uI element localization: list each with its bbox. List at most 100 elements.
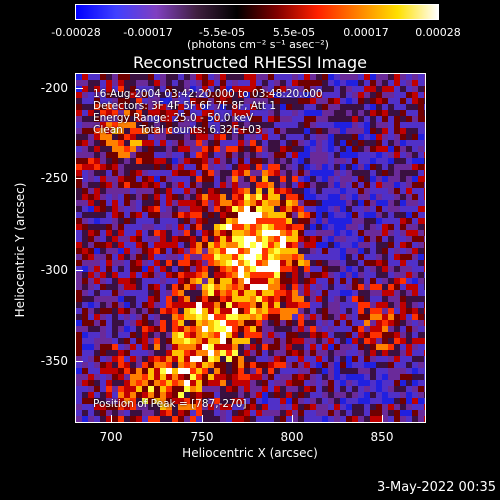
heatmap-cell: [310, 368, 316, 374]
heatmap-cell: [112, 356, 118, 362]
heatmap-cell: [298, 242, 304, 248]
heatmap-cell: [412, 152, 418, 158]
heatmap-cell: [190, 266, 196, 272]
heatmap-cell: [142, 338, 148, 344]
heatmap-cell: [376, 254, 382, 260]
heatmap-cell: [328, 290, 334, 296]
heatmap-cell: [364, 350, 370, 356]
heatmap-cell: [220, 410, 226, 416]
heatmap-cell: [196, 206, 202, 212]
heatmap-cell: [268, 206, 274, 212]
heatmap-cell: [124, 356, 130, 362]
heatmap-cell: [88, 374, 94, 380]
heatmap-cell: [292, 254, 298, 260]
heatmap-cell: [112, 170, 118, 176]
heatmap-cell: [112, 176, 118, 182]
heatmap-cell: [148, 356, 154, 362]
heatmap-cell: [352, 158, 358, 164]
heatmap-cell: [382, 224, 388, 230]
heatmap-cell: [232, 134, 238, 140]
heatmap-cell: [322, 92, 328, 98]
heatmap-cell: [256, 356, 262, 362]
heatmap-cell: [358, 416, 364, 422]
heatmap-cell: [148, 212, 154, 218]
heatmap-cell: [262, 122, 268, 128]
heatmap-cell: [94, 320, 100, 326]
heatmap-cell: [106, 356, 112, 362]
heatmap-cell: [124, 284, 130, 290]
heatmap-cell: [142, 392, 148, 398]
heatmap-cell: [154, 182, 160, 188]
heatmap-cell: [250, 236, 256, 242]
heatmap-cell: [358, 230, 364, 236]
heatmap-cell: [250, 140, 256, 146]
heatmap-cell: [238, 266, 244, 272]
heatmap-cell: [364, 338, 370, 344]
heatmap-cell: [154, 248, 160, 254]
heatmap-cell: [154, 158, 160, 164]
heatmap-cell: [82, 332, 88, 338]
heatmap-cell: [340, 284, 346, 290]
heatmap-cell: [202, 86, 208, 92]
heatmap-cell: [358, 260, 364, 266]
heatmap-cell: [184, 200, 190, 206]
heatmap-cell: [208, 332, 214, 338]
heatmap-cell: [370, 332, 376, 338]
heatmap-cell: [244, 284, 250, 290]
heatmap-cell: [424, 194, 425, 200]
heatmap-cell: [280, 278, 286, 284]
heatmap-cell: [274, 188, 280, 194]
heatmap-cell: [310, 308, 316, 314]
heatmap-cell: [364, 374, 370, 380]
heatmap-cell: [160, 308, 166, 314]
heatmap-cell: [280, 368, 286, 374]
heatmap-cell: [394, 332, 400, 338]
heatmap-cell: [352, 278, 358, 284]
heatmap-cell: [112, 410, 118, 416]
heatmap-cell: [370, 368, 376, 374]
heatmap-cell: [328, 368, 334, 374]
heatmap-cell: [136, 338, 142, 344]
heatmap-cell: [172, 272, 178, 278]
heatmap-cell: [412, 200, 418, 206]
heatmap-cell: [154, 308, 160, 314]
heatmap-cell: [388, 200, 394, 206]
heatmap-cell: [94, 140, 100, 146]
heatmap-cell: [268, 266, 274, 272]
heatmap-cell: [82, 92, 88, 98]
heatmap-cell: [106, 176, 112, 182]
heatmap-cell: [418, 332, 424, 338]
heatmap-cell: [418, 338, 424, 344]
heatmap-cell: [130, 290, 136, 296]
heatmap-cell: [166, 128, 172, 134]
heatmap-cell: [322, 170, 328, 176]
heatmap-cell: [220, 350, 226, 356]
heatmap-cell: [256, 266, 262, 272]
heatmap-cell: [370, 362, 376, 368]
heatmap-cell: [88, 128, 94, 134]
heatmap-cell: [88, 302, 94, 308]
heatmap-cell: [388, 194, 394, 200]
heatmap-cell: [136, 332, 142, 338]
heatmap-cell: [394, 326, 400, 332]
heatmap-cell: [388, 242, 394, 248]
heatmap-cell: [406, 278, 412, 284]
heatmap-cell: [76, 188, 82, 194]
heatmap-cell: [418, 92, 424, 98]
heatmap-cell: [286, 320, 292, 326]
heatmap-cell: [190, 416, 196, 422]
heatmap-cell: [364, 224, 370, 230]
heatmap-cell: [406, 404, 412, 410]
heatmap-cell: [100, 356, 106, 362]
heatmap-cell: [196, 410, 202, 416]
heatmap-cell: [364, 302, 370, 308]
heatmap-cell: [178, 296, 184, 302]
heatmap-cell: [82, 152, 88, 158]
heatmap-cell: [376, 410, 382, 416]
heatmap-cell: [196, 320, 202, 326]
heatmap-cell: [334, 386, 340, 392]
heatmap-cell: [214, 344, 220, 350]
heatmap-cell: [304, 314, 310, 320]
heatmap-cell: [178, 416, 184, 422]
heatmap-cell: [94, 164, 100, 170]
